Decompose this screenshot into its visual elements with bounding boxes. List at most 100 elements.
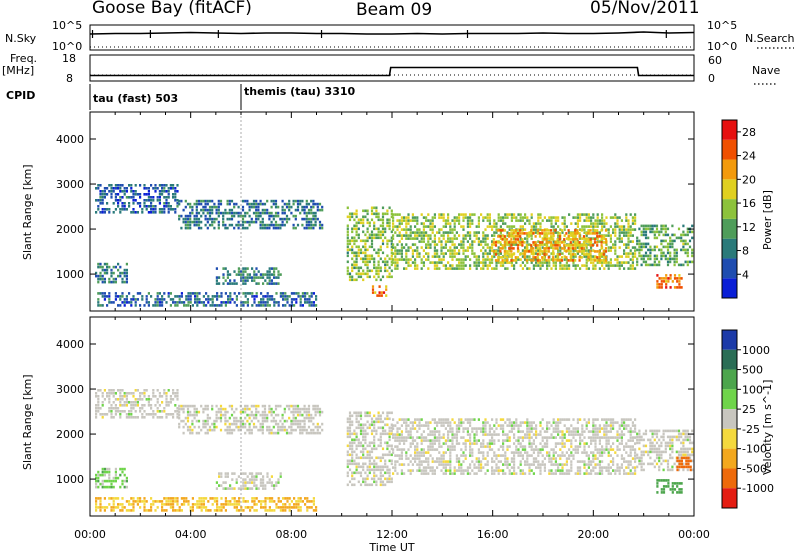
power-cell	[306, 203, 308, 206]
velocity-cell	[418, 460, 420, 463]
velocity-cell	[380, 469, 382, 472]
power-cell	[563, 244, 565, 247]
power-cell	[680, 237, 682, 240]
power-cell	[687, 261, 689, 264]
power-cell	[478, 222, 480, 225]
power-cell	[598, 250, 600, 253]
power-cell	[520, 219, 522, 222]
velocity-cell	[154, 413, 156, 416]
power-cell	[128, 301, 130, 304]
power-cell	[403, 258, 405, 261]
velocity-cell	[460, 424, 462, 427]
velocity-cell	[194, 408, 196, 411]
power-cell	[347, 225, 349, 228]
velocity-cell	[557, 433, 559, 436]
velocity-cell	[382, 430, 384, 433]
power-cell	[244, 215, 246, 218]
power-cell	[447, 240, 449, 243]
power-cell	[396, 258, 398, 261]
power-cell	[170, 184, 172, 187]
power-cell	[473, 213, 475, 216]
freq-bottom-tick: 8	[66, 72, 73, 85]
velocity-cell	[249, 414, 251, 417]
power-cell	[392, 225, 394, 228]
power-cell	[362, 216, 364, 219]
power-cell	[597, 225, 599, 228]
velocity-cell	[126, 477, 128, 480]
velocity-cell	[524, 421, 526, 424]
velocity-cell	[183, 408, 185, 411]
power-cell	[269, 295, 271, 298]
power-cell	[384, 231, 386, 234]
velocity-cell	[407, 469, 409, 472]
velocity-cell	[482, 430, 484, 433]
power-cell	[187, 203, 189, 206]
velocity-cell	[373, 427, 375, 430]
power-cell	[465, 213, 467, 216]
velocity-cell	[347, 451, 349, 454]
power-cell	[458, 222, 460, 225]
power-cell	[574, 235, 576, 238]
power-cell	[360, 276, 362, 279]
power-cell	[594, 229, 596, 232]
power-cell	[367, 219, 369, 222]
velocity-cell	[526, 433, 528, 436]
power-cell	[429, 234, 431, 237]
velocity-cell	[108, 395, 110, 398]
power-cell	[654, 255, 656, 258]
velocity-cell	[168, 389, 170, 392]
velocity-cell	[369, 457, 371, 460]
power-cell	[141, 295, 143, 298]
power-cell	[462, 216, 464, 219]
power-cell	[608, 261, 610, 264]
power-cell	[691, 225, 693, 228]
power-cell	[180, 200, 182, 203]
velocity-cell	[319, 408, 321, 411]
velocity-cell	[531, 445, 533, 448]
velocity-cell	[286, 429, 288, 432]
velocity-cell	[141, 404, 143, 407]
power-cell	[115, 278, 117, 281]
power-cell	[458, 261, 460, 264]
power-cell	[249, 203, 251, 206]
power-cell	[161, 190, 163, 193]
velocity-cell	[396, 427, 398, 430]
power-cell	[645, 225, 647, 228]
power-cell	[139, 202, 141, 205]
power-cell	[212, 301, 214, 304]
power-cell	[154, 211, 156, 214]
velocity-cell	[513, 463, 515, 466]
power-cell	[347, 261, 349, 264]
power-cell	[530, 250, 532, 253]
power-cell	[531, 237, 533, 240]
velocity-cell	[418, 424, 420, 427]
velocity-cell	[211, 405, 213, 408]
power-cell	[260, 304, 262, 307]
power-cell	[674, 261, 676, 264]
velocity-cell	[369, 424, 371, 427]
velocity-cell	[414, 457, 416, 460]
power-cell	[532, 256, 534, 259]
velocity-cell	[467, 418, 469, 421]
power-cell	[405, 237, 407, 240]
power-cell	[557, 216, 559, 219]
power-cell	[358, 249, 360, 252]
velocity-cell	[469, 424, 471, 427]
power-cell	[489, 249, 491, 252]
velocity-cell	[421, 424, 423, 427]
power-cell	[423, 216, 425, 219]
velocity-cell	[484, 421, 486, 424]
velocity-cell	[447, 448, 449, 451]
power-cell	[576, 250, 578, 253]
power-cell	[353, 279, 355, 282]
velocity-cell	[432, 439, 434, 442]
power-cell	[421, 246, 423, 249]
power-cell	[526, 244, 528, 247]
power-cell	[482, 264, 484, 267]
velocity-cell	[224, 408, 226, 411]
power-cell	[231, 282, 233, 285]
power-cell	[351, 252, 353, 255]
power-cell	[146, 208, 148, 211]
velocity-cell	[371, 463, 373, 466]
power-cell	[445, 252, 447, 255]
